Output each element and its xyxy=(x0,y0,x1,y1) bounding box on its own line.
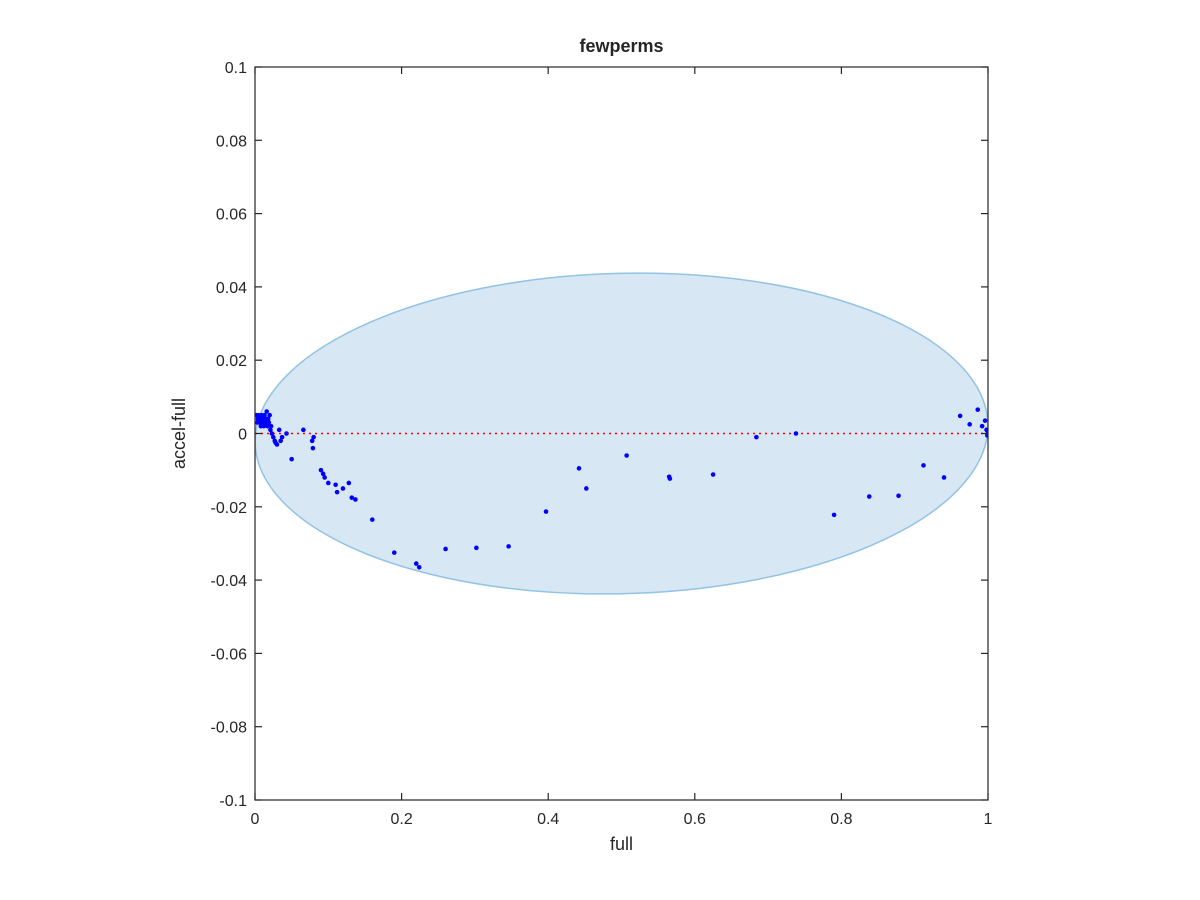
data-point xyxy=(982,418,988,423)
data-point xyxy=(274,442,280,447)
data-point xyxy=(754,434,759,440)
data-point xyxy=(268,427,273,433)
data-point xyxy=(443,546,448,552)
data-point xyxy=(474,545,479,551)
x-tick-label: 0.6 xyxy=(684,811,706,828)
data-point xyxy=(310,445,316,451)
data-point xyxy=(289,456,294,462)
y-tick-label: -0.04 xyxy=(211,573,248,590)
data-point xyxy=(793,431,799,436)
data-point xyxy=(318,467,324,473)
data-point xyxy=(369,517,375,522)
data-point xyxy=(979,423,985,429)
data-point xyxy=(391,550,397,555)
x-tick-label: 0.8 xyxy=(830,811,852,828)
x-axis-ticks: 0 0.2 0.4 0.6 0.8 1 xyxy=(251,67,993,828)
y-tick-label: -0.08 xyxy=(211,720,248,737)
data-point xyxy=(320,471,326,477)
data-point xyxy=(322,475,327,480)
data-point xyxy=(265,416,271,422)
data-point xyxy=(271,434,276,440)
y-tick-label: -0.02 xyxy=(211,500,248,517)
data-point xyxy=(543,509,549,514)
data-point xyxy=(896,493,901,499)
y-tick-label: 0.06 xyxy=(216,207,247,224)
y-tick-label: -0.1 xyxy=(219,793,247,810)
x-tick-label: 1 xyxy=(984,811,993,828)
data-point xyxy=(265,423,270,429)
data-point xyxy=(866,494,872,499)
data-point xyxy=(831,512,837,518)
data-point xyxy=(346,480,352,486)
data-point xyxy=(506,544,511,549)
y-tick-label: -0.06 xyxy=(211,646,248,663)
data-point xyxy=(333,482,338,488)
data-point xyxy=(667,476,673,481)
data-point xyxy=(413,561,419,566)
data-point xyxy=(957,413,963,419)
x-tick-label: 0.2 xyxy=(390,811,412,828)
data-point xyxy=(262,420,268,425)
data-point xyxy=(353,497,358,502)
data-point xyxy=(276,427,282,433)
data-point xyxy=(266,420,272,425)
data-point xyxy=(710,472,716,477)
y-axis-label: accel-full xyxy=(169,398,189,469)
y-tick-label: 0.02 xyxy=(216,353,247,370)
data-point xyxy=(326,480,331,486)
chart-title: fewperms xyxy=(579,36,663,56)
data-point xyxy=(584,486,589,491)
data-point xyxy=(284,431,289,436)
data-point xyxy=(309,438,315,444)
x-tick-label: 0.4 xyxy=(537,811,559,828)
data-point xyxy=(311,434,316,440)
data-point xyxy=(340,486,346,491)
data-point xyxy=(975,407,981,412)
y-tick-label: 0.08 xyxy=(216,133,247,150)
data-point xyxy=(967,422,972,427)
x-tick-label: 0 xyxy=(251,811,260,828)
data-point xyxy=(279,434,285,440)
data-point xyxy=(268,423,274,429)
data-point xyxy=(301,427,306,433)
data-point xyxy=(264,409,270,414)
y-tick-label: 0.04 xyxy=(216,280,247,297)
x-axis-label: full xyxy=(610,834,633,854)
data-point xyxy=(349,495,355,500)
data-point xyxy=(941,475,947,480)
data-point xyxy=(334,489,340,495)
data-point xyxy=(278,438,283,444)
y-tick-label: 0 xyxy=(238,427,247,444)
data-point xyxy=(261,423,267,429)
data-point xyxy=(624,453,629,458)
data-point xyxy=(267,412,272,418)
data-point xyxy=(576,466,582,471)
data-point xyxy=(921,463,926,468)
data-point xyxy=(262,412,267,418)
data-point xyxy=(269,431,275,436)
y-axis-ticks: -0.1 -0.08 -0.06 -0.04 -0.02 0 0.02 0.04 0.06 0.0… xyxy=(211,60,988,810)
y-tick-label: 0.1 xyxy=(225,60,247,77)
data-point xyxy=(416,564,422,570)
data-points xyxy=(255,407,988,570)
